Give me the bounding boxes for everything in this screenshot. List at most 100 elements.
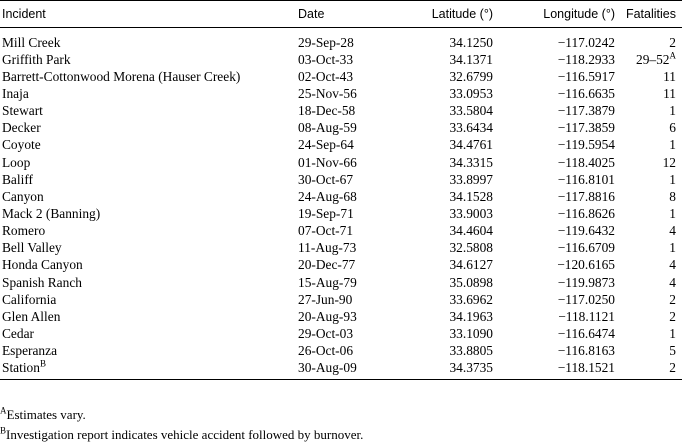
latitude-cell-text: 33.8997 xyxy=(449,171,493,187)
latitude-cell-text: 34.4761 xyxy=(449,137,493,153)
incident-cell-text: Cedar xyxy=(2,325,34,341)
footnote-mark: B xyxy=(0,425,7,436)
incident-cell-text: Canyon xyxy=(2,188,44,204)
longitude-cell: −119.9873 xyxy=(493,274,615,291)
header-longitude: Longitude (°) xyxy=(543,7,615,21)
fatalities-cell: 5 xyxy=(615,343,682,360)
date-cell-text: 20-Aug-93 xyxy=(298,308,357,324)
date-cell: 29-Oct-03 xyxy=(298,325,388,342)
fatalities-cell-text: 6 xyxy=(669,120,676,136)
latitude-cell: 34.1250 xyxy=(388,28,493,52)
longitude-cell: −116.6635 xyxy=(493,85,615,102)
longitude-cell-text: −118.4025 xyxy=(557,154,615,170)
longitude-cell-text: −116.8626 xyxy=(557,205,615,221)
longitude-cell-text: −116.5917 xyxy=(557,68,615,84)
fatalities-cell-text: 4 xyxy=(669,223,676,239)
incident-cell: Honda Canyon xyxy=(0,257,298,274)
longitude-cell-text: −118.1121 xyxy=(558,308,615,324)
fatalities-cell: 1 xyxy=(615,325,682,342)
latitude-cell: 35.0898 xyxy=(388,274,493,291)
date-cell-text: 07-Oct-71 xyxy=(298,223,354,239)
longitude-cell: −116.6474 xyxy=(493,325,615,342)
fatalities-cell-text: 29–52 xyxy=(636,51,670,67)
incident-cell-text: Griffith Park xyxy=(2,51,71,67)
longitude-cell-text: −116.6474 xyxy=(557,325,615,341)
longitude-cell-text: −117.3879 xyxy=(557,103,615,119)
incident-cell-text: Mill Creek xyxy=(2,34,61,50)
longitude-cell: −117.0250 xyxy=(493,291,615,308)
latitude-cell-text: 34.1528 xyxy=(449,188,493,204)
header-latitude: Latitude (°) xyxy=(431,7,493,21)
incident-cell-text: Station xyxy=(2,360,40,376)
longitude-cell: −117.8816 xyxy=(493,188,615,205)
incident-cell: Stewart xyxy=(0,103,298,120)
longitude-cell: −118.4025 xyxy=(493,154,615,171)
date-cell: 30-Aug-09 xyxy=(298,360,388,380)
longitude-cell-text: −116.8163 xyxy=(557,343,615,359)
date-cell: 01-Nov-66 xyxy=(298,154,388,171)
longitude-cell-text: −117.8816 xyxy=(557,188,615,204)
latitude-cell: 33.8805 xyxy=(388,343,493,360)
date-cell: 27-Jun-90 xyxy=(298,291,388,308)
longitude-cell: −117.3859 xyxy=(493,120,615,137)
date-cell: 30-Oct-67 xyxy=(298,171,388,188)
fatalities-cell: 11 xyxy=(615,85,682,102)
table-row: Canyon 24-Aug-68 34.1528 −117.8816 8 xyxy=(0,188,682,205)
date-cell: 15-Aug-79 xyxy=(298,274,388,291)
incident-cell: Inaja xyxy=(0,85,298,102)
table-row: Cedar 29-Oct-03 33.1090 −116.6474 1 xyxy=(0,325,682,342)
incident-cell: Mill Creek xyxy=(0,28,298,52)
latitude-cell-text: 35.0898 xyxy=(449,274,493,290)
date-cell-text: 25-Nov-56 xyxy=(298,85,357,101)
table-row: Romero 07-Oct-71 34.4604 −119.6432 4 xyxy=(0,223,682,240)
table-row: Honda Canyon 20-Dec-77 34.6127 −120.6165 4 xyxy=(0,257,682,274)
incident-cell-text: Honda Canyon xyxy=(2,257,83,273)
latitude-cell-text: 34.1371 xyxy=(449,51,493,67)
latitude-cell: 32.6799 xyxy=(388,68,493,85)
incident-cell: Glen Allen xyxy=(0,308,298,325)
latitude-cell-text: 33.1090 xyxy=(449,325,493,341)
date-cell: 24-Aug-68 xyxy=(298,188,388,205)
fatalities-cell: 2 xyxy=(615,308,682,325)
fire-incidents-table: Incident Date Latitude (°) Longitude (°)… xyxy=(0,0,682,380)
latitude-cell: 34.3735 xyxy=(388,360,493,380)
incident-cell-text: Stewart xyxy=(2,103,43,119)
latitude-cell: 33.8997 xyxy=(388,171,493,188)
date-cell-text: 15-Aug-79 xyxy=(298,274,357,290)
table-row: Bell Valley 11-Aug-73 32.5808 −116.6709 1 xyxy=(0,240,682,257)
date-cell-text: 27-Jun-90 xyxy=(298,291,353,307)
longitude-cell: −116.6709 xyxy=(493,240,615,257)
fatalities-cell: 2 xyxy=(615,291,682,308)
longitude-cell: −117.3879 xyxy=(493,103,615,120)
longitude-cell: −116.8163 xyxy=(493,343,615,360)
latitude-cell-text: 33.8805 xyxy=(449,343,493,359)
footnote-ref: A xyxy=(669,50,677,61)
fatalities-cell-text: 2 xyxy=(669,291,676,307)
date-cell: 07-Oct-71 xyxy=(298,223,388,240)
table-row: StationB 30-Aug-09 34.3735 −118.1521 2 xyxy=(0,359,682,380)
fatalities-cell-text: 12 xyxy=(662,154,676,170)
incident-cell-text: Romero xyxy=(2,223,46,239)
longitude-cell-text: −117.0242 xyxy=(557,34,615,50)
latitude-cell-text: 33.6962 xyxy=(449,291,493,307)
latitude-cell-text: 34.6127 xyxy=(449,257,493,273)
date-cell-text: 29-Sep-28 xyxy=(298,34,354,50)
latitude-cell-text: 33.0953 xyxy=(449,85,493,101)
incident-cell: Mack 2 (Banning) xyxy=(0,205,298,222)
date-cell: 03-Oct-33 xyxy=(298,51,388,68)
incident-cell-text: Baliff xyxy=(2,171,33,187)
fatalities-cell-text: 5 xyxy=(669,343,676,359)
incident-cell: Bell Valley xyxy=(0,240,298,257)
incident-cell-text: Barrett-Cottonwood Morena (Hauser Creek) xyxy=(2,68,241,84)
latitude-cell-text: 34.1250 xyxy=(449,34,493,50)
longitude-cell: −116.8101 xyxy=(493,171,615,188)
fatalities-cell: 4 xyxy=(615,274,682,291)
fatalities-cell-text: 1 xyxy=(669,103,676,119)
longitude-cell-text: −118.1521 xyxy=(557,360,615,376)
incident-cell: California xyxy=(0,291,298,308)
date-cell: 19-Sep-71 xyxy=(298,205,388,222)
latitude-cell: 34.3315 xyxy=(388,154,493,171)
fatalities-cell-text: 2 xyxy=(669,308,676,324)
fatalities-cell: 1 xyxy=(615,103,682,120)
